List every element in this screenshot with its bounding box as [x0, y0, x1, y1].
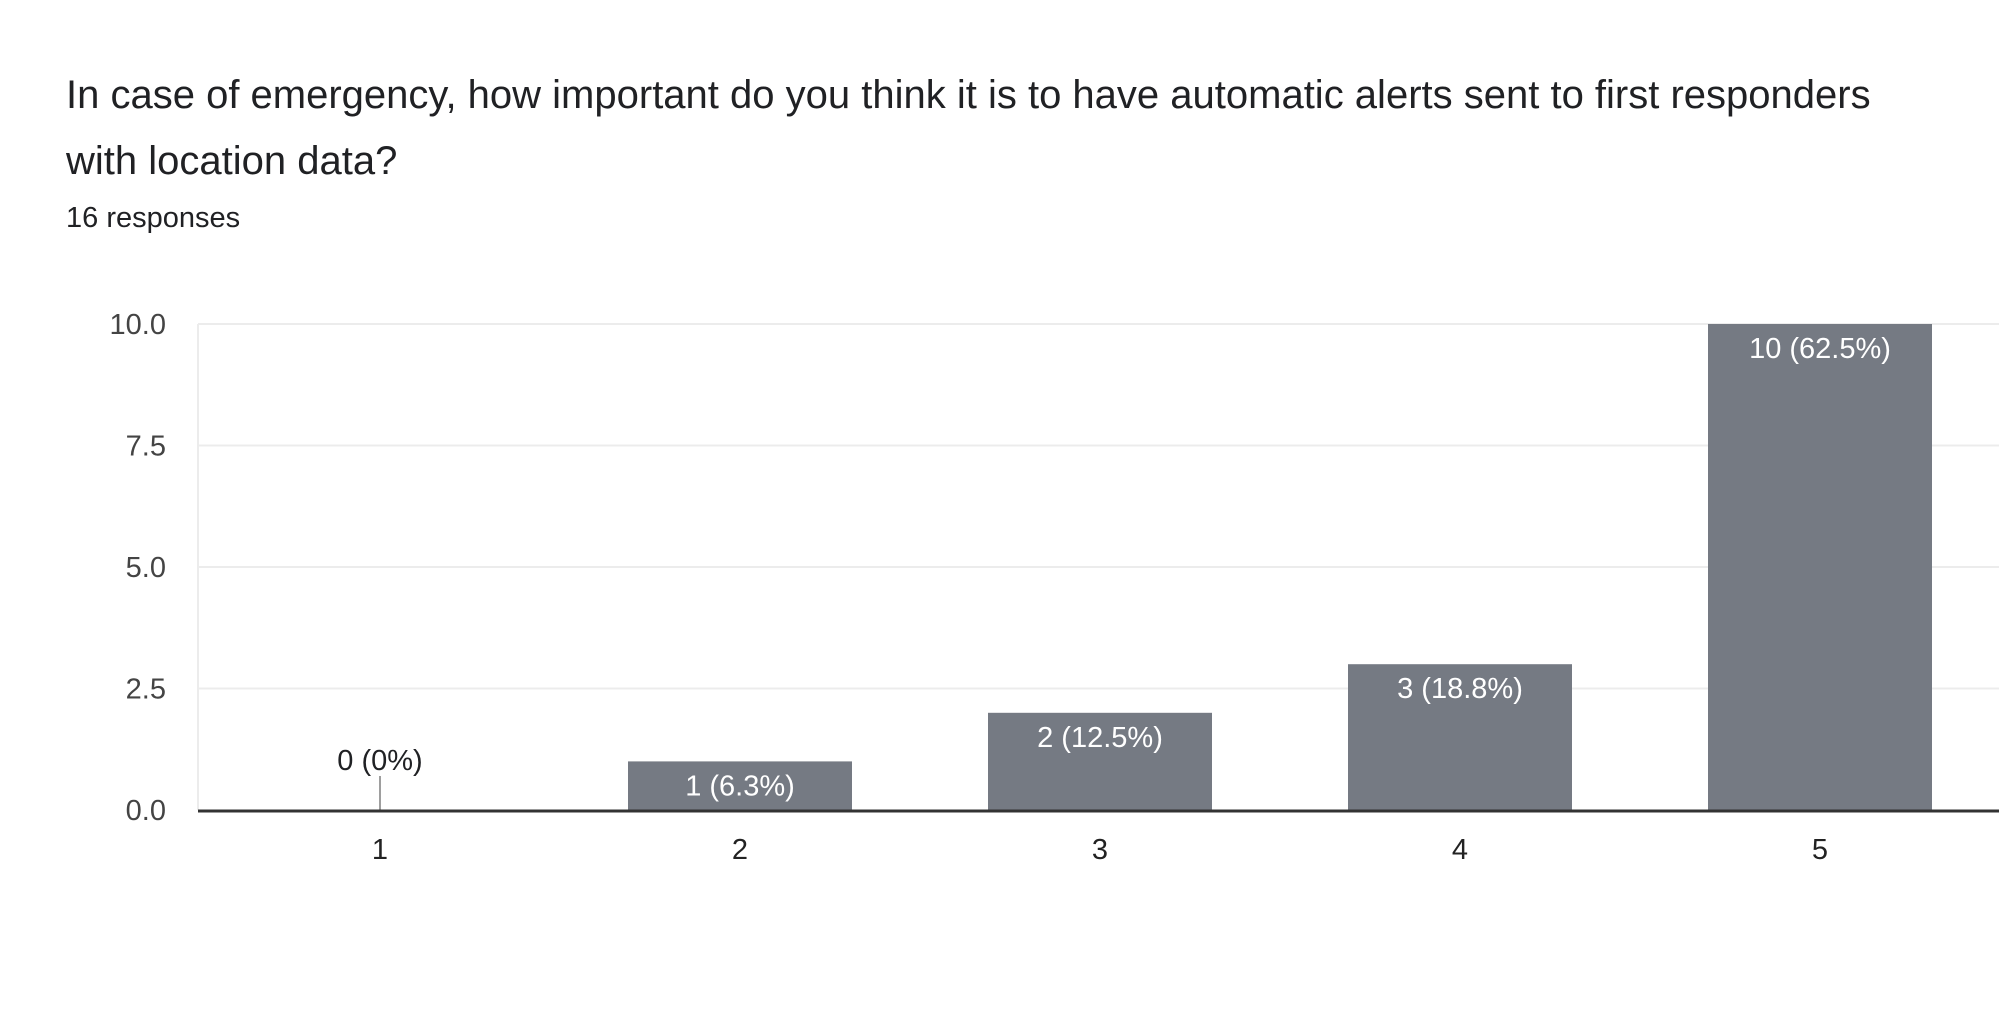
bars	[379, 324, 1932, 810]
x-tick-label: 3	[1092, 834, 1108, 866]
data-labels: 0 (0%) 1 (6.3%) 2 (12.5%) 3 (18.8%) 10 (62.5…	[337, 333, 1891, 802]
x-tick-label: 1	[372, 834, 388, 866]
x-tick-label: 4	[1452, 834, 1468, 866]
bar-5	[1708, 324, 1932, 810]
data-label: 2 (12.5%)	[1037, 722, 1163, 754]
question-title: In case of emergency, how important do y…	[66, 73, 1871, 183]
y-axis-ticks: 0.0 2.5 5.0 7.5 10.0	[110, 309, 166, 827]
x-axis-ticks: 1 2 3 4 5	[372, 834, 1828, 866]
x-tick-label: 5	[1812, 834, 1828, 866]
y-tick-label: 7.5	[126, 431, 166, 463]
data-label: 3 (18.8%)	[1397, 673, 1523, 705]
response-count: 16 responses	[66, 202, 241, 234]
bar-2	[628, 761, 852, 810]
data-label: 1 (6.3%)	[685, 770, 795, 802]
bar-3	[988, 712, 1212, 810]
data-label: 0 (0%)	[337, 745, 422, 777]
x-tick-label: 2	[732, 834, 748, 866]
y-tick-label: 2.5	[126, 674, 166, 706]
y-tick-label: 10.0	[110, 309, 166, 341]
gridlines	[197, 323, 1999, 810]
data-label: 10 (62.5%)	[1749, 333, 1891, 365]
y-tick-label: 0.0	[126, 795, 166, 827]
y-tick-label: 5.0	[126, 552, 166, 584]
bar-4	[1348, 664, 1572, 810]
